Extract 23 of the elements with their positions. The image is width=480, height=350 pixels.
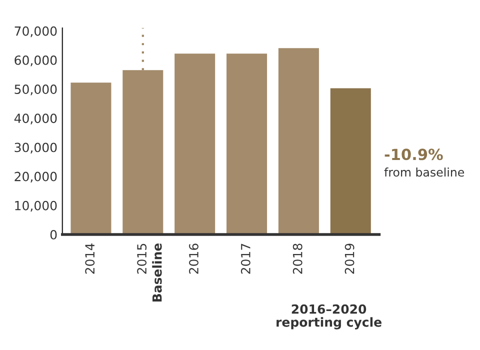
x-tick-label: 2014 — [85, 244, 95, 274]
x-tick-label: 2015 — [137, 244, 147, 274]
y-tick-label: 40,000 — [14, 114, 57, 124]
bar — [226, 54, 268, 234]
x-tick-label: 2016 — [189, 244, 198, 274]
y-tick-label: 50,000 — [14, 84, 57, 96]
bar — [330, 88, 371, 234]
x-tick-label: 2019 — [344, 244, 354, 274]
x-tick-label: 2018 — [292, 244, 302, 274]
bar — [174, 54, 216, 234]
y-tick-label: 10,000 — [15, 200, 57, 212]
y-tick-label: 20,000 — [14, 172, 57, 183]
x-tick-label: 2017 — [240, 244, 250, 274]
y-tick-label: 30,000 — [14, 142, 57, 154]
y-tick-label: 0 — [50, 230, 57, 240]
y-tick-label: 70,000 — [14, 26, 57, 38]
bar — [278, 48, 319, 234]
y-tick-label: 60,000 — [14, 55, 57, 66]
bar — [70, 82, 112, 234]
text: from baseline — [384, 168, 464, 177]
text: -10.9% — [384, 148, 443, 160]
text: 2016–2020 reporting cycle — [276, 304, 382, 330]
text: Baseline — [152, 243, 162, 302]
